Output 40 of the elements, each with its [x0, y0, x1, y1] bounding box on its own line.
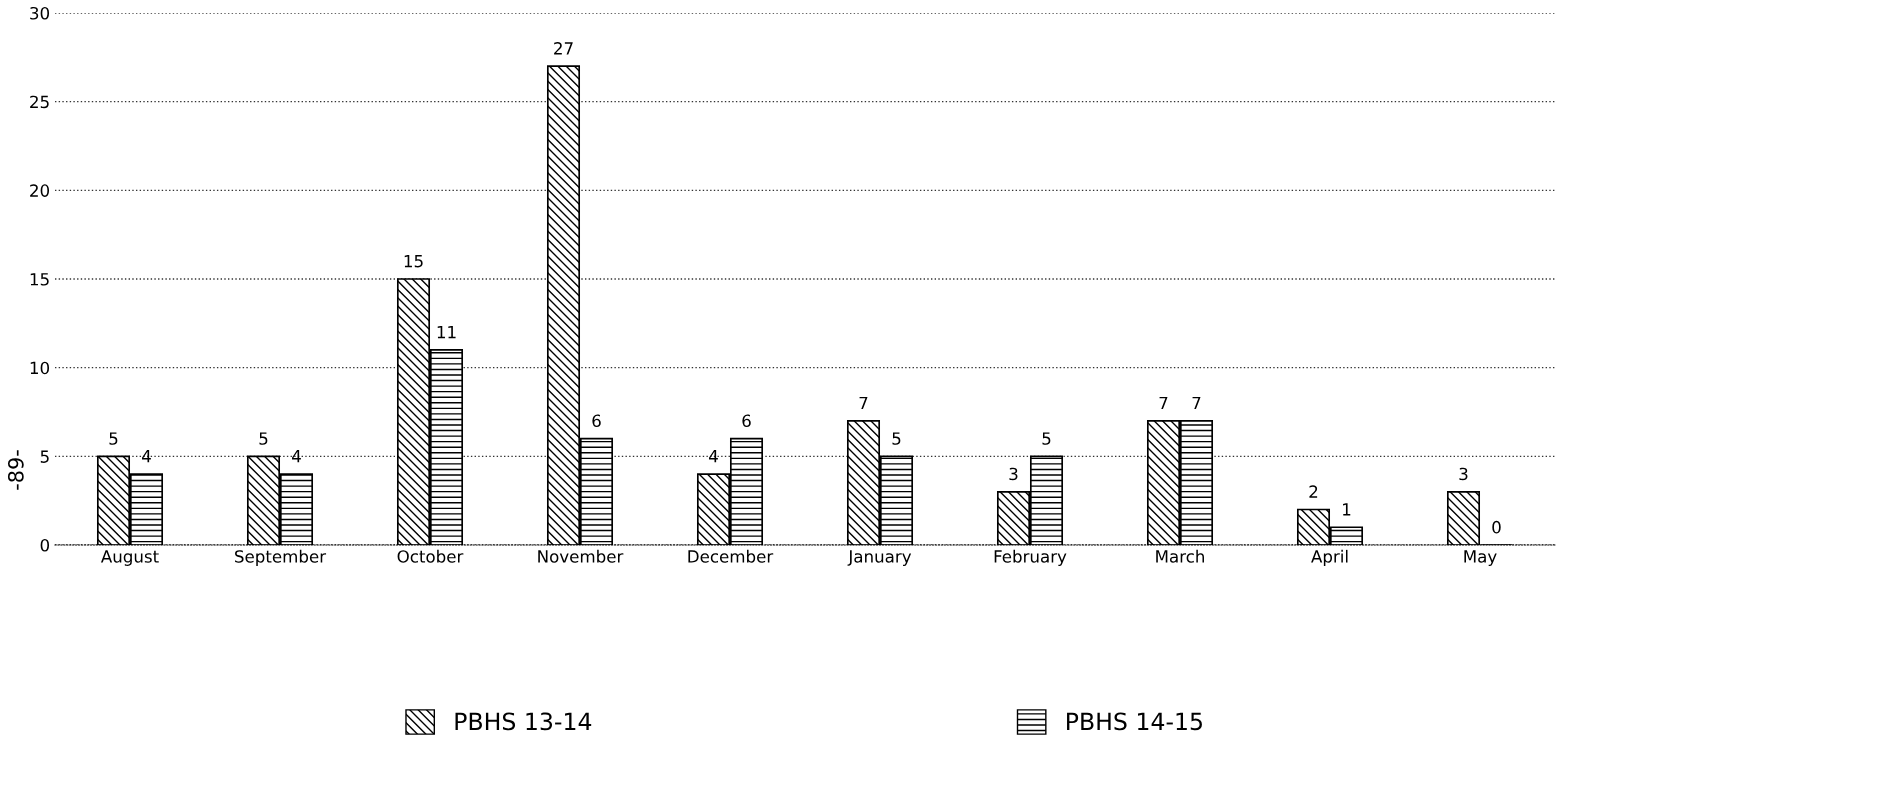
- data-label: 4: [292, 450, 301, 463]
- data-label: 27: [554, 42, 573, 55]
- y-tick-label: 15: [30, 273, 49, 286]
- x-tick-label: September: [235, 549, 327, 566]
- data-label: 5: [259, 432, 268, 445]
- data-label: 4: [709, 450, 718, 463]
- y-tick-label: 0: [40, 538, 50, 552]
- data-label: 6: [592, 414, 601, 428]
- data-label: 6: [742, 414, 751, 428]
- data-label: 2: [1309, 485, 1318, 498]
- data-label: 5: [1042, 432, 1051, 445]
- y-tick-label: 20: [30, 184, 50, 197]
- data-label: 4: [142, 450, 151, 463]
- legend-label: PBHS 14-15: [1067, 712, 1202, 731]
- x-tick-label: August: [100, 550, 159, 566]
- text: -89-: [7, 450, 24, 490]
- data-label: 5: [109, 432, 118, 445]
- x-tick-label: January: [847, 550, 912, 566]
- y-tick-label: 10: [30, 361, 50, 375]
- data-label: 5: [892, 432, 901, 445]
- x-tick-label: October: [397, 549, 464, 563]
- data-label: 3: [1459, 467, 1468, 481]
- data-label: 7: [859, 396, 868, 410]
- y-tick-label: 25: [30, 95, 49, 109]
- y-tick-label: 30: [30, 6, 50, 20]
- legend-label: PBHS 13-14: [455, 712, 592, 731]
- data-label: 1: [1343, 503, 1351, 516]
- data-label: 7: [1159, 396, 1168, 410]
- y-tick-label: 5: [40, 450, 49, 463]
- x-tick-label: November: [538, 549, 624, 563]
- data-label: 0: [1492, 520, 1501, 534]
- x-tick-label: February: [994, 549, 1067, 566]
- data-label: 7: [1192, 396, 1201, 410]
- data-label: 11: [437, 325, 456, 339]
- x-tick-label: April: [1311, 549, 1348, 566]
- x-tick-label: December: [688, 549, 774, 563]
- data-label: 3: [1009, 467, 1018, 481]
- x-tick-label: March: [1156, 549, 1204, 563]
- x-tick-label: May: [1464, 550, 1497, 566]
- data-label: 15: [404, 255, 423, 268]
